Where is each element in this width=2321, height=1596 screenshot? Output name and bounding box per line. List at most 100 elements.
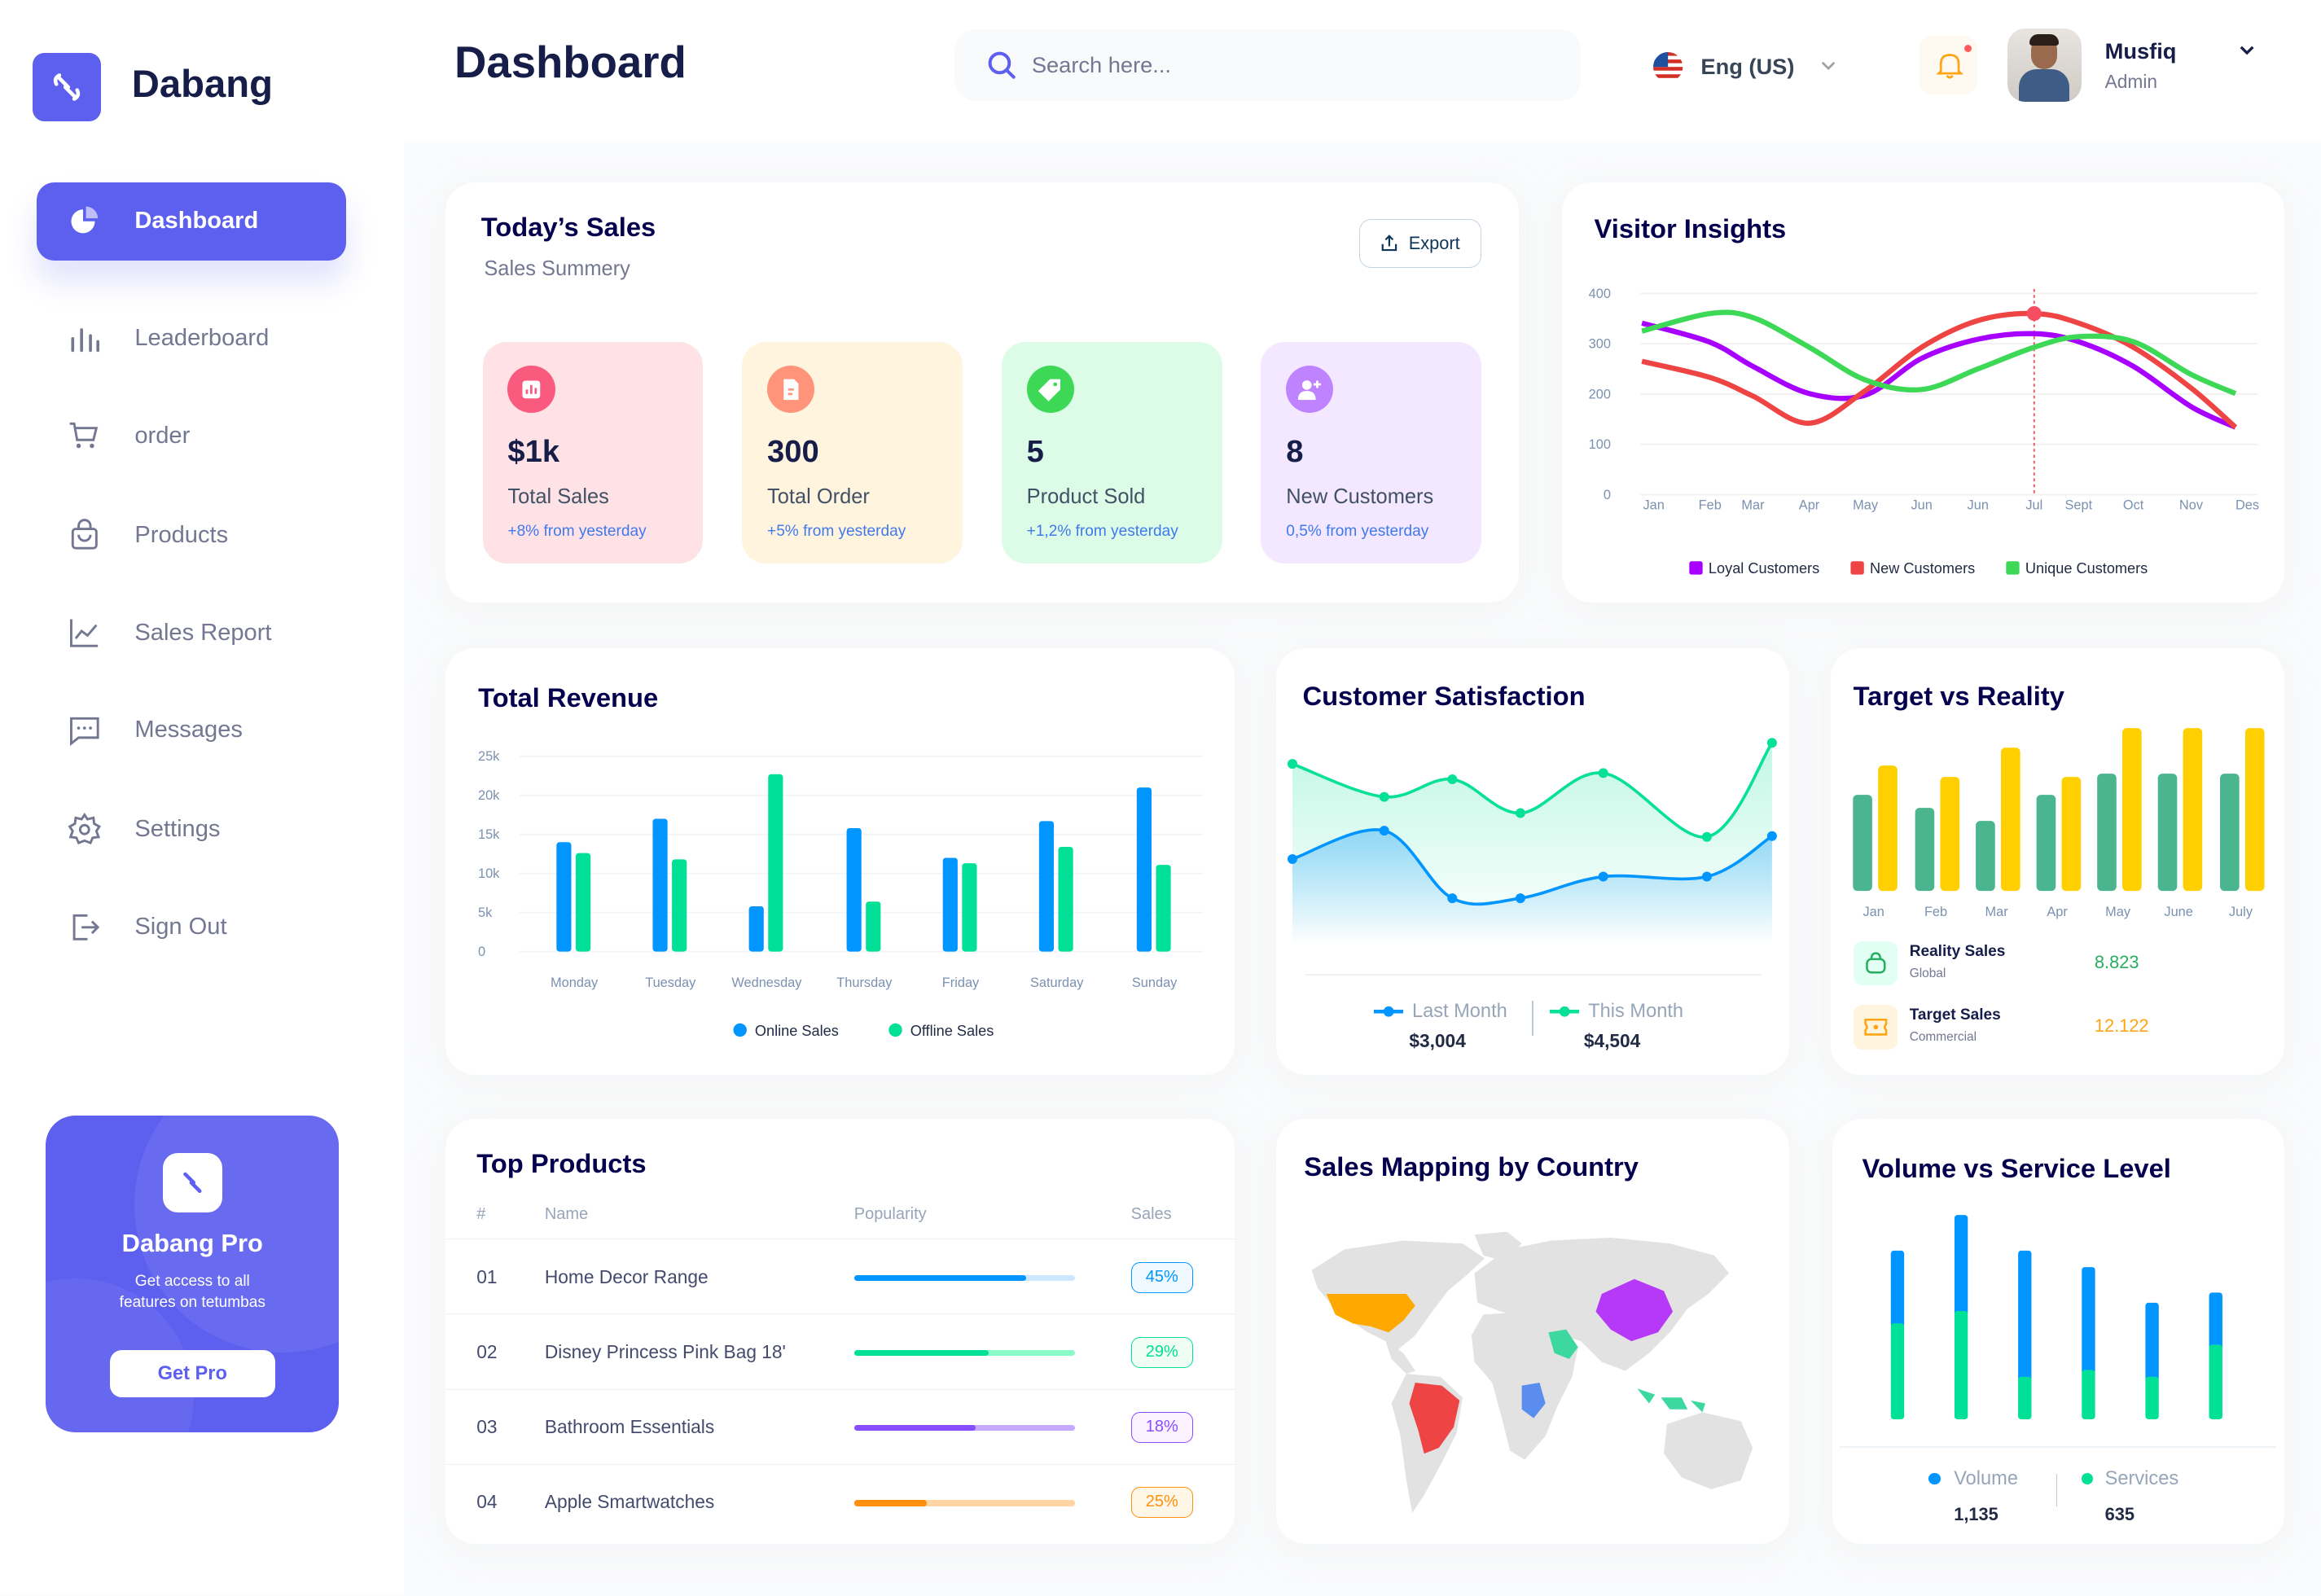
bar-online-sales[interactable] — [1038, 821, 1055, 952]
data-point[interactable] — [1701, 871, 1712, 882]
sidebar-item-leaderboard[interactable]: Leaderboard — [37, 299, 346, 377]
bar-reality-sales[interactable] — [1853, 795, 1873, 892]
bar-target-sales[interactable] — [2001, 748, 2021, 892]
bar-offline-sales[interactable] — [962, 863, 977, 952]
bar-offline-sales[interactable] — [1058, 847, 1073, 952]
target-vs-reality-card: Target vs Reality Reality Sales Global 8.8… — [1831, 648, 2284, 1075]
bar-reality-sales[interactable] — [2158, 774, 2178, 892]
document-icon — [767, 365, 815, 414]
data-point[interactable] — [1766, 831, 1777, 841]
bar-reality-sales[interactable] — [2097, 774, 2117, 892]
x-tick-label: June — [2165, 905, 2193, 919]
bar-offline-sales[interactable] — [866, 901, 881, 952]
bar-volume[interactable] — [2145, 1302, 2159, 1382]
stat-value: 8 — [1286, 433, 1304, 469]
data-point[interactable] — [1766, 738, 1777, 748]
data-point[interactable] — [1447, 893, 1458, 904]
card-subtitle: Sales Summery — [484, 257, 630, 281]
stat-card-product-sold: 5 Product Sold +1,2% from yesterday — [1001, 341, 1222, 564]
bar-volume[interactable] — [2209, 1292, 2223, 1349]
bar-online-sales[interactable] — [942, 857, 958, 952]
table-row[interactable]: 04 Apple Smartwatches 25% — [445, 1463, 1235, 1540]
x-tick-label: July — [2229, 905, 2253, 919]
bar-target-sales[interactable] — [2183, 728, 2203, 892]
data-point[interactable] — [1379, 791, 1389, 802]
bar-services[interactable] — [1955, 1311, 1968, 1420]
bar-services[interactable] — [2209, 1344, 2223, 1420]
bar-online-sales[interactable] — [846, 828, 862, 952]
data-point[interactable] — [1287, 854, 1297, 865]
bar-volume[interactable] — [1890, 1251, 1905, 1328]
avatar[interactable] — [2007, 28, 2082, 103]
bar-services[interactable] — [2145, 1376, 2159, 1420]
bar-target-sales[interactable] — [2245, 728, 2265, 892]
popularity-bar — [853, 1425, 1075, 1432]
language-selector[interactable]: Eng (US) — [1653, 49, 1860, 85]
search-input[interactable]: Search here... — [954, 29, 1582, 101]
bar-offline-sales[interactable] — [768, 774, 783, 952]
legend-sublabel: Global — [1909, 966, 1946, 980]
y-tick-label: 25k — [478, 749, 500, 764]
row-number: 04 — [476, 1491, 498, 1513]
sidebar-item-dashboard[interactable]: Dashboard — [37, 182, 347, 261]
product-name: Bathroom Essentials — [544, 1416, 715, 1438]
user-menu-chevron-icon[interactable] — [2240, 46, 2254, 56]
bar-online-sales[interactable] — [556, 842, 572, 952]
data-point[interactable] — [1287, 759, 1297, 770]
data-point[interactable] — [1701, 831, 1712, 842]
bar-offline-sales[interactable] — [1156, 865, 1171, 952]
volume-service-card: Volume vs Service Level Volume 1,135 Ser… — [1832, 1119, 2284, 1544]
card-title: Top Products — [476, 1148, 647, 1179]
promo-text-2: features on tetumbas — [119, 1293, 265, 1311]
bar-reality-sales[interactable] — [1915, 808, 1935, 892]
export-button[interactable]: Export — [1358, 219, 1482, 268]
bar-online-sales[interactable] — [1136, 787, 1152, 952]
bar-volume[interactable] — [2082, 1267, 2095, 1375]
sidebar-item-sign-out[interactable]: Sign Out — [37, 888, 346, 967]
data-point[interactable] — [1515, 893, 1525, 904]
divider — [1305, 973, 1762, 976]
notifications-button[interactable] — [1920, 35, 1978, 95]
bar-reality-sales[interactable] — [2037, 795, 2056, 892]
get-pro-button[interactable]: Get Pro — [109, 1349, 276, 1397]
bar-target-sales[interactable] — [2122, 728, 2143, 892]
table-row[interactable]: 03 Bathroom Essentials 18% — [445, 1388, 1235, 1465]
logo-icon — [32, 53, 101, 122]
highlight-point[interactable] — [2026, 305, 2042, 321]
bar-target-sales[interactable] — [1878, 765, 1898, 892]
tag-icon — [1026, 365, 1074, 414]
bar-offline-sales[interactable] — [672, 859, 687, 952]
sidebar-item-order[interactable]: order — [37, 397, 346, 475]
sidebar-item-sales-report[interactable]: Sales Report — [37, 594, 346, 672]
bar-online-sales[interactable] — [748, 906, 764, 952]
x-tick-label: Feb — [1698, 498, 1721, 512]
cart-icon — [67, 418, 103, 454]
table-row[interactable]: 02 Disney Princess Pink Bag 18' 29% — [445, 1313, 1235, 1389]
column-header-name: Name — [544, 1204, 589, 1223]
bar-reality-sales[interactable] — [1976, 821, 1996, 892]
bar-services[interactable] — [1890, 1323, 1905, 1420]
sidebar-item-label: Settings — [134, 816, 221, 843]
bar-online-sales[interactable] — [652, 818, 668, 952]
data-point[interactable] — [1379, 826, 1389, 836]
bar-volume[interactable] — [2018, 1251, 2032, 1382]
data-point[interactable] — [1515, 808, 1525, 818]
data-point[interactable] — [1598, 768, 1608, 778]
bar-services[interactable] — [2082, 1370, 2095, 1420]
sidebar-item-label: Dashboard — [134, 208, 259, 235]
bar-target-sales[interactable] — [1940, 777, 1960, 892]
bar-target-sales[interactable] — [2061, 777, 2082, 892]
product-name: Home Decor Range — [544, 1266, 709, 1288]
data-point[interactable] — [1598, 871, 1608, 882]
x-tick-label: Mar — [1985, 905, 2009, 919]
bar-services[interactable] — [2018, 1376, 2032, 1420]
sidebar-item-messages[interactable]: Messages — [37, 691, 346, 770]
sidebar-item-products[interactable]: Products — [37, 496, 346, 574]
sidebar-item-settings[interactable]: Settings — [37, 791, 346, 869]
top-products-card: Top Products # Name Popularity Sales 01 H… — [445, 1119, 1235, 1544]
data-point[interactable] — [1447, 774, 1458, 785]
bar-reality-sales[interactable] — [2220, 774, 2240, 892]
bar-offline-sales[interactable] — [576, 853, 591, 952]
table-row[interactable]: 01 Home Decor Range 45% — [445, 1239, 1235, 1314]
bar-volume[interactable] — [1955, 1215, 1968, 1316]
